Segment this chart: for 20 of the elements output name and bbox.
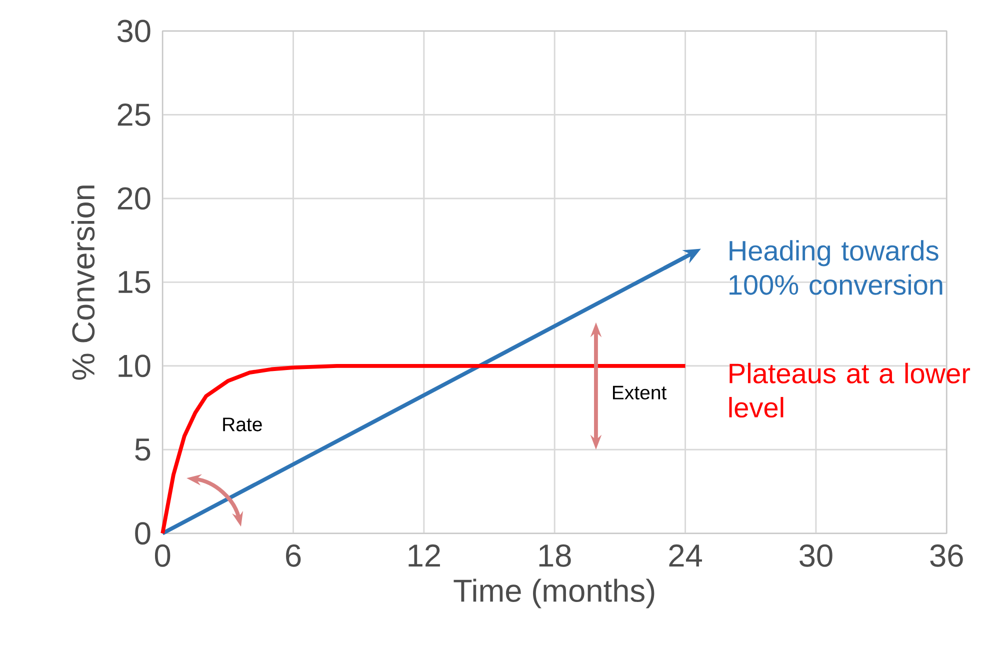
x-tick-label: 6 [286,544,301,567]
y-tick-label: 20 [118,187,150,210]
x-tick-label: 12 [408,544,440,567]
x-tick-label: 0 [154,544,170,567]
series-label: Plateaus at a lower level [729,362,970,418]
x-tick-label: 30 [800,544,832,567]
x-axis-title: Time (months) [454,578,654,608]
y-axis-title: % Conversion [71,186,95,380]
y-tick-label: 30 [117,20,150,42]
x-tick-label: 36 [930,544,963,567]
annotation: Extent [612,386,667,400]
x-tick-label: 18 [539,544,571,567]
x-tick-label: 24 [669,544,702,567]
annotation: Rate [223,418,262,432]
y-tick-label: 15 [118,271,150,294]
y-tick-label: 25 [118,104,150,126]
y-tick-label: 5 [135,438,150,461]
y-tick-label: 0 [135,522,150,545]
legend-label: Heading towards 100% conversion [730,240,942,295]
y-tick-label: 10 [118,354,150,378]
